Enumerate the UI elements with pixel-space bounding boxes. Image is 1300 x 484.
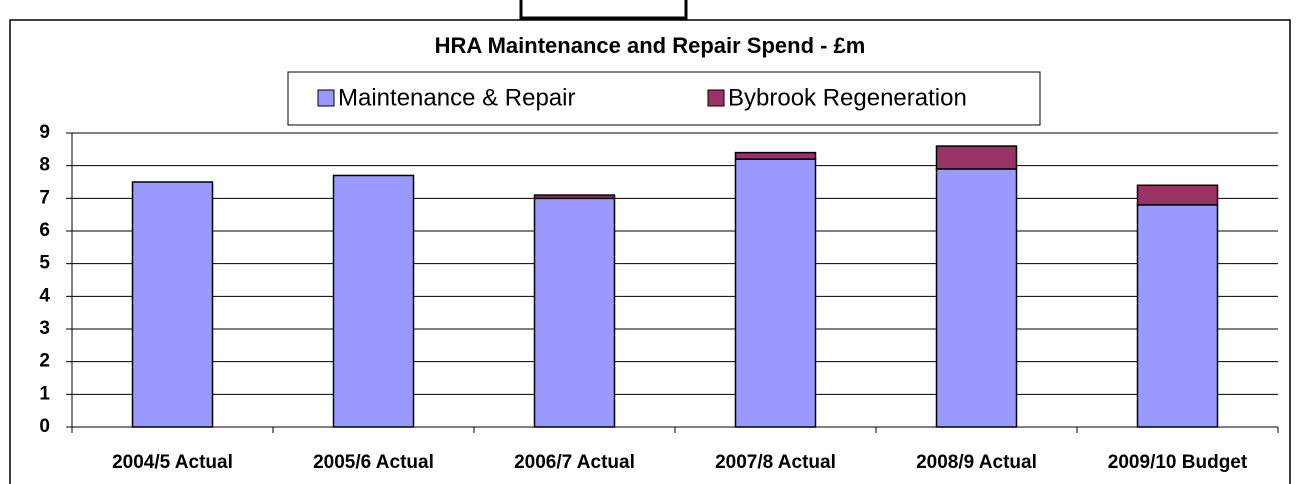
y-tick-label: 8	[39, 155, 50, 176]
y-tick-label: 3	[39, 318, 50, 339]
x-tick-label: 2004/5 Actual	[112, 452, 233, 473]
chart-title: HRA Maintenance and Repair Spend - £m	[435, 33, 866, 58]
x-tick-label: 2009/10 Budget	[1108, 452, 1248, 473]
legend	[287, 71, 1041, 126]
x-tick-label: 2006/7 Actual	[514, 452, 635, 473]
bar-segment	[1136, 204, 1219, 428]
bar-segment	[935, 145, 1018, 170]
bar-segment	[533, 194, 616, 200]
legend-swatch	[317, 89, 335, 107]
x-tick-label: 2007/8 Actual	[715, 452, 836, 473]
legend-swatch	[707, 89, 725, 107]
y-tick-label: 6	[39, 220, 50, 241]
x-tick-label: 2005/6 Actual	[313, 452, 434, 473]
y-tick-label: 1	[39, 383, 50, 404]
y-tick-label: 4	[39, 285, 50, 306]
bar-segment	[734, 151, 817, 160]
bar-segment	[1136, 184, 1219, 206]
y-tick-label: 5	[39, 253, 50, 274]
legend-label: Bybrook Regeneration	[728, 84, 967, 111]
y-tick-label: 2	[39, 351, 50, 372]
header-box	[519, 0, 688, 20]
bar-segment	[935, 168, 1018, 428]
bar-segment	[734, 158, 817, 428]
x-tick-label: 2008/9 Actual	[916, 452, 1037, 473]
bar-segment	[131, 181, 214, 428]
y-tick-label: 0	[39, 416, 50, 437]
y-tick-label: 7	[39, 187, 50, 208]
legend-label: Maintenance & Repair	[338, 84, 575, 111]
y-tick-label: 9	[39, 122, 50, 143]
bar-segment	[533, 197, 616, 428]
bar-segment	[332, 174, 415, 428]
